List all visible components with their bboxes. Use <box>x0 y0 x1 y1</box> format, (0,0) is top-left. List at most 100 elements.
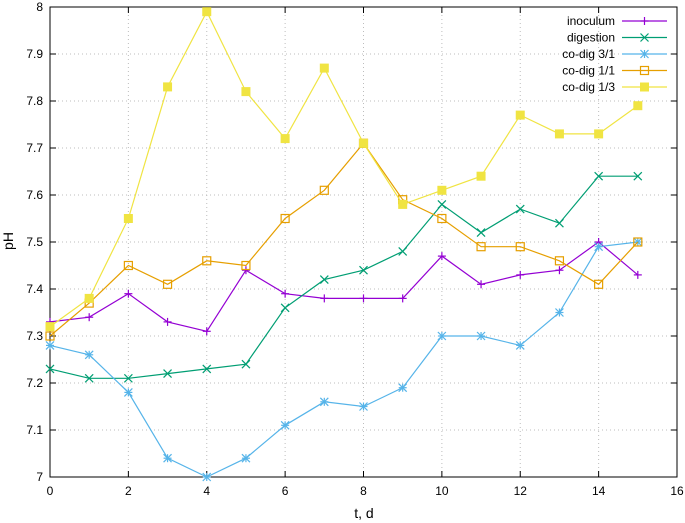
y-tick-label: 7.2 <box>26 376 43 390</box>
x-tick-label: 10 <box>435 484 449 498</box>
series-inoculum <box>46 238 642 336</box>
data-point <box>202 327 211 336</box>
data-point <box>241 87 251 97</box>
data-point <box>554 256 565 266</box>
data-point <box>319 397 329 407</box>
series-co-dig-1-1 <box>45 138 643 341</box>
series-line <box>49 241 638 478</box>
legend-label: inoculum <box>567 14 615 28</box>
data-point <box>280 303 290 313</box>
series-line <box>49 10 639 328</box>
y-tick-label: 7.8 <box>26 94 43 108</box>
grid-lines <box>50 7 677 477</box>
series-digestion <box>45 171 643 383</box>
data-point <box>515 204 525 214</box>
axes: 0 2 4 6 8 10 12 14 16 7 7.1 7.2 7.3 7.4 7.5 7.6 7.7 7.8 7.… <box>26 0 684 498</box>
legend-item: co-dig 3/1 <box>562 47 667 61</box>
data-point <box>202 364 212 374</box>
legend: inoculum digestion co-dig 3/1 co-dig 1/1 co-… <box>562 14 667 94</box>
data-point <box>594 279 604 289</box>
data-point <box>45 331 55 341</box>
x-axis-label: t, d <box>354 505 373 521</box>
y-tick-label: 8 <box>36 0 43 14</box>
data-point <box>280 134 290 144</box>
legend-item: co-dig 1/3 <box>562 80 667 94</box>
data-point <box>280 213 290 224</box>
data-point <box>515 242 525 252</box>
data-point <box>594 242 604 252</box>
data-point <box>476 228 486 238</box>
data-point <box>640 49 649 59</box>
data-point <box>84 293 94 303</box>
data-point <box>555 218 564 228</box>
x-tick-label: 6 <box>282 484 289 498</box>
data-point <box>515 110 525 120</box>
series-line <box>49 142 639 337</box>
y-tick-label: 7.3 <box>26 329 43 343</box>
x-tick-label: 16 <box>670 484 684 498</box>
data-point <box>640 82 649 92</box>
data-point <box>319 275 329 285</box>
y-tick-label: 7 <box>36 470 43 484</box>
data-point <box>359 294 368 303</box>
data-point <box>437 199 447 209</box>
data-point <box>319 185 329 195</box>
data-point <box>437 213 447 224</box>
y-axis-label: pH <box>0 232 16 250</box>
data-point <box>241 453 251 463</box>
data-series <box>45 7 643 482</box>
data-point <box>437 331 447 341</box>
data-point <box>554 129 564 139</box>
legend-label: co-dig 3/1 <box>562 47 615 61</box>
data-point <box>398 383 408 393</box>
data-point <box>123 373 133 383</box>
x-tick-label: 0 <box>47 484 54 498</box>
legend-label: digestion <box>567 31 615 45</box>
series-co-dig-1-3 <box>45 7 643 332</box>
data-point <box>202 472 212 482</box>
data-point <box>633 171 643 181</box>
data-point <box>202 256 212 266</box>
data-point <box>359 265 368 275</box>
data-point <box>320 294 329 303</box>
data-point <box>639 65 650 76</box>
data-point <box>477 280 486 289</box>
legend-label: co-dig 1/3 <box>562 80 615 94</box>
y-tick-label: 7.1 <box>26 423 43 437</box>
data-point <box>241 359 251 369</box>
data-point <box>163 453 172 463</box>
data-point <box>555 308 564 317</box>
data-point <box>84 373 94 383</box>
data-point <box>640 17 649 25</box>
x-tick-label: 8 <box>360 484 367 498</box>
data-point <box>476 331 486 341</box>
data-point <box>515 340 525 350</box>
data-point <box>85 313 94 322</box>
data-point <box>398 294 407 303</box>
legend-label: co-dig 1/1 <box>562 64 615 78</box>
data-point <box>633 237 643 247</box>
y-tick-label: 7.4 <box>26 282 43 296</box>
data-point <box>319 63 329 73</box>
data-point <box>640 33 649 42</box>
data-point <box>476 242 486 252</box>
data-point <box>123 260 133 271</box>
x-tick-label: 12 <box>514 484 528 498</box>
y-tick-label: 7.7 <box>26 141 43 155</box>
series-co-dig-3-1 <box>45 237 643 482</box>
data-point <box>398 199 408 209</box>
data-point <box>594 129 604 139</box>
data-point <box>359 402 368 411</box>
legend-item: inoculum <box>567 14 667 28</box>
data-point <box>163 82 173 92</box>
data-point <box>398 246 408 256</box>
data-point <box>163 369 172 379</box>
data-point <box>281 289 290 298</box>
data-point <box>202 7 212 17</box>
data-point <box>280 420 290 430</box>
y-tick-label: 7.5 <box>26 235 43 249</box>
x-tick-label: 14 <box>592 484 606 498</box>
data-point <box>162 279 173 289</box>
legend-item: digestion <box>567 31 667 45</box>
